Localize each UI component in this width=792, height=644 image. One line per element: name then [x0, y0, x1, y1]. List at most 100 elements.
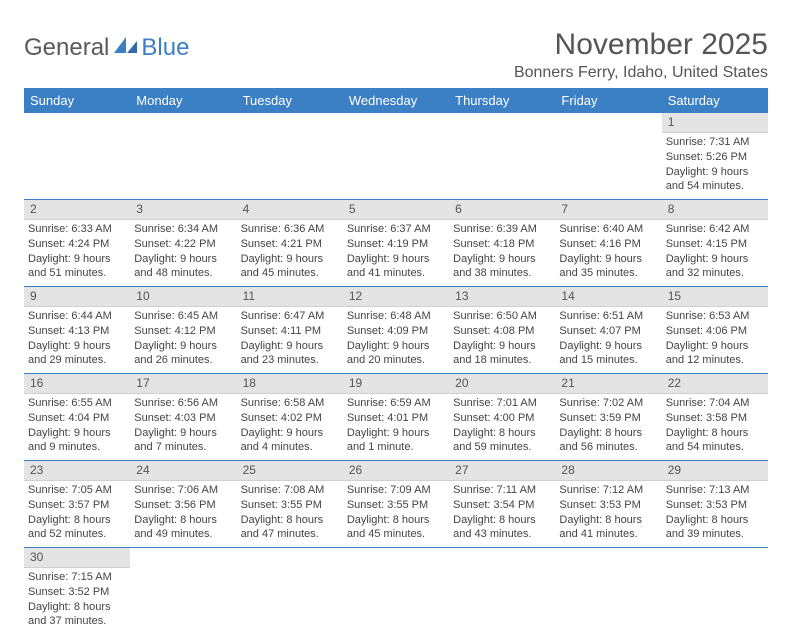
day1-text: Daylight: 9 hours: [453, 340, 551, 354]
sunset-text: Sunset: 4:24 PM: [28, 238, 126, 252]
sunrise-text: Sunrise: 6:48 AM: [347, 310, 445, 324]
day2-text: and 51 minutes.: [28, 267, 126, 281]
day-number: 19: [343, 374, 449, 394]
day-number: 21: [555, 374, 661, 394]
sunrise-text: Sunrise: 6:42 AM: [666, 223, 764, 237]
day-cell: 4Sunrise: 6:36 AMSunset: 4:21 PMDaylight…: [237, 200, 343, 286]
sunrise-text: Sunrise: 6:33 AM: [28, 223, 126, 237]
day1-text: Daylight: 9 hours: [134, 427, 232, 441]
week-row: 9Sunrise: 6:44 AMSunset: 4:13 PMDaylight…: [24, 287, 768, 374]
sunrise-text: Sunrise: 6:50 AM: [453, 310, 551, 324]
sunrise-text: Sunrise: 7:09 AM: [347, 484, 445, 498]
day-cell: 26Sunrise: 7:09 AMSunset: 3:55 PMDayligh…: [343, 461, 449, 547]
sunset-text: Sunset: 4:19 PM: [347, 238, 445, 252]
week-row: 16Sunrise: 6:55 AMSunset: 4:04 PMDayligh…: [24, 374, 768, 461]
day-number: 11: [237, 287, 343, 307]
day-number: 9: [24, 287, 130, 307]
day2-text: and 49 minutes.: [134, 528, 232, 542]
day1-text: Daylight: 8 hours: [559, 514, 657, 528]
day-cell: 18Sunrise: 6:58 AMSunset: 4:02 PMDayligh…: [237, 374, 343, 460]
sunset-text: Sunset: 4:00 PM: [453, 412, 551, 426]
day2-text: and 29 minutes.: [28, 354, 126, 368]
sunrise-text: Sunrise: 6:53 AM: [666, 310, 764, 324]
day1-text: Daylight: 9 hours: [666, 340, 764, 354]
sunrise-text: Sunrise: 6:51 AM: [559, 310, 657, 324]
sunrise-text: Sunrise: 6:59 AM: [347, 397, 445, 411]
title-block: November 2025 Bonners Ferry, Idaho, Unit…: [514, 28, 768, 82]
day1-text: Daylight: 9 hours: [28, 340, 126, 354]
day-cell: 2Sunrise: 6:33 AMSunset: 4:24 PMDaylight…: [24, 200, 130, 286]
day1-text: Daylight: 9 hours: [241, 340, 339, 354]
day-number: 17: [130, 374, 236, 394]
sunrise-text: Sunrise: 6:44 AM: [28, 310, 126, 324]
empty-cell: [237, 113, 343, 199]
sunset-text: Sunset: 3:59 PM: [559, 412, 657, 426]
day2-text: and 54 minutes.: [666, 180, 764, 194]
day1-text: Daylight: 9 hours: [134, 340, 232, 354]
day-cell: 30Sunrise: 7:15 AMSunset: 3:52 PMDayligh…: [24, 548, 130, 634]
day-cell: 27Sunrise: 7:11 AMSunset: 3:54 PMDayligh…: [449, 461, 555, 547]
day2-text: and 41 minutes.: [559, 528, 657, 542]
day-number: 1: [662, 113, 768, 133]
day-cell: 16Sunrise: 6:55 AMSunset: 4:04 PMDayligh…: [24, 374, 130, 460]
weeks-container: 1Sunrise: 7:31 AMSunset: 5:26 PMDaylight…: [24, 113, 768, 634]
sunset-text: Sunset: 3:54 PM: [453, 499, 551, 513]
day-number: 12: [343, 287, 449, 307]
day1-text: Daylight: 9 hours: [347, 253, 445, 267]
day-cell: 17Sunrise: 6:56 AMSunset: 4:03 PMDayligh…: [130, 374, 236, 460]
day-cell: 22Sunrise: 7:04 AMSunset: 3:58 PMDayligh…: [662, 374, 768, 460]
week-row: 1Sunrise: 7:31 AMSunset: 5:26 PMDaylight…: [24, 113, 768, 200]
day-number: 10: [130, 287, 236, 307]
day2-text: and 1 minute.: [347, 441, 445, 455]
sunset-text: Sunset: 3:52 PM: [28, 586, 126, 600]
day-number: 14: [555, 287, 661, 307]
sunset-text: Sunset: 3:56 PM: [134, 499, 232, 513]
day1-text: Daylight: 8 hours: [666, 427, 764, 441]
day1-text: Daylight: 9 hours: [666, 166, 764, 180]
sunrise-text: Sunrise: 6:47 AM: [241, 310, 339, 324]
day2-text: and 45 minutes.: [241, 267, 339, 281]
day-number: 25: [237, 461, 343, 481]
day-number: 24: [130, 461, 236, 481]
day1-text: Daylight: 9 hours: [347, 427, 445, 441]
day-number: 20: [449, 374, 555, 394]
sunrise-text: Sunrise: 7:01 AM: [453, 397, 551, 411]
day1-text: Daylight: 8 hours: [453, 427, 551, 441]
day2-text: and 41 minutes.: [347, 267, 445, 281]
sunrise-text: Sunrise: 7:31 AM: [666, 136, 764, 150]
sunset-text: Sunset: 3:57 PM: [28, 499, 126, 513]
sunset-text: Sunset: 4:13 PM: [28, 325, 126, 339]
day1-text: Daylight: 9 hours: [241, 427, 339, 441]
empty-cell: [237, 548, 343, 634]
day-cell: 23Sunrise: 7:05 AMSunset: 3:57 PMDayligh…: [24, 461, 130, 547]
sunset-text: Sunset: 4:11 PM: [241, 325, 339, 339]
sunrise-text: Sunrise: 6:55 AM: [28, 397, 126, 411]
day-cell: 12Sunrise: 6:48 AMSunset: 4:09 PMDayligh…: [343, 287, 449, 373]
empty-cell: [662, 548, 768, 634]
day2-text: and 9 minutes.: [28, 441, 126, 455]
day1-text: Daylight: 8 hours: [453, 514, 551, 528]
sunrise-text: Sunrise: 7:08 AM: [241, 484, 339, 498]
empty-cell: [24, 113, 130, 199]
day2-text: and 38 minutes.: [453, 267, 551, 281]
sunrise-text: Sunrise: 6:36 AM: [241, 223, 339, 237]
day-number: 16: [24, 374, 130, 394]
day-cell: 25Sunrise: 7:08 AMSunset: 3:55 PMDayligh…: [237, 461, 343, 547]
calendar: SundayMondayTuesdayWednesdayThursdayFrid…: [24, 88, 768, 634]
day2-text: and 48 minutes.: [134, 267, 232, 281]
day1-text: Daylight: 9 hours: [28, 253, 126, 267]
day2-text: and 45 minutes.: [347, 528, 445, 542]
day-cell: 13Sunrise: 6:50 AMSunset: 4:08 PMDayligh…: [449, 287, 555, 373]
sunset-text: Sunset: 4:06 PM: [666, 325, 764, 339]
day1-text: Daylight: 9 hours: [28, 427, 126, 441]
sunset-text: Sunset: 4:12 PM: [134, 325, 232, 339]
sunrise-text: Sunrise: 7:12 AM: [559, 484, 657, 498]
sunset-text: Sunset: 3:58 PM: [666, 412, 764, 426]
sunset-text: Sunset: 4:18 PM: [453, 238, 551, 252]
sunrise-text: Sunrise: 7:11 AM: [453, 484, 551, 498]
day-number: 30: [24, 548, 130, 568]
sunrise-text: Sunrise: 6:56 AM: [134, 397, 232, 411]
day-number: 15: [662, 287, 768, 307]
day-number: 29: [662, 461, 768, 481]
day-number: 8: [662, 200, 768, 220]
